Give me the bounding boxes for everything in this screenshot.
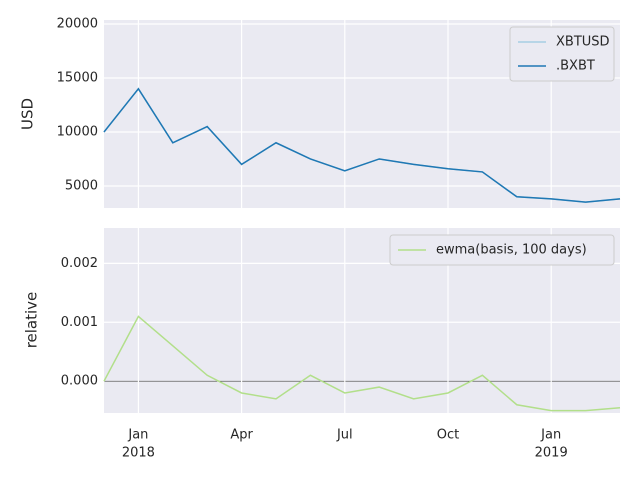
y-tick-label: 10000 (57, 124, 98, 139)
legend-label: XBTUSD (556, 35, 610, 50)
y-tick-label: 0.001 (61, 315, 98, 330)
x-tick-label: Jan (540, 428, 561, 443)
legend-label: ewma(basis, 100 days) (436, 243, 587, 258)
series-line (103, 315, 621, 412)
legend-box (509, 26, 615, 82)
x-tick-year: 2019 (535, 446, 568, 461)
y-tick-label: 15000 (57, 70, 98, 85)
y-tick-label: 20000 (57, 16, 98, 31)
y-tick-label: 0.000 (61, 374, 98, 389)
x-tick-label: Jan (127, 428, 148, 443)
y-axis-label: USD (19, 98, 37, 130)
y-tick-label: 0.002 (61, 256, 98, 271)
y-axis-label: relative (23, 292, 41, 349)
x-tick-label: Oct (437, 428, 459, 443)
series-line (103, 87, 621, 203)
legend-box (389, 234, 615, 266)
x-tick-label: Apr (230, 428, 253, 443)
x-tick-year: 2018 (122, 446, 155, 461)
legend-label: .BXBT (556, 59, 595, 74)
y-tick-label: 5000 (65, 178, 98, 193)
x-tick-label: Jul (336, 428, 353, 443)
